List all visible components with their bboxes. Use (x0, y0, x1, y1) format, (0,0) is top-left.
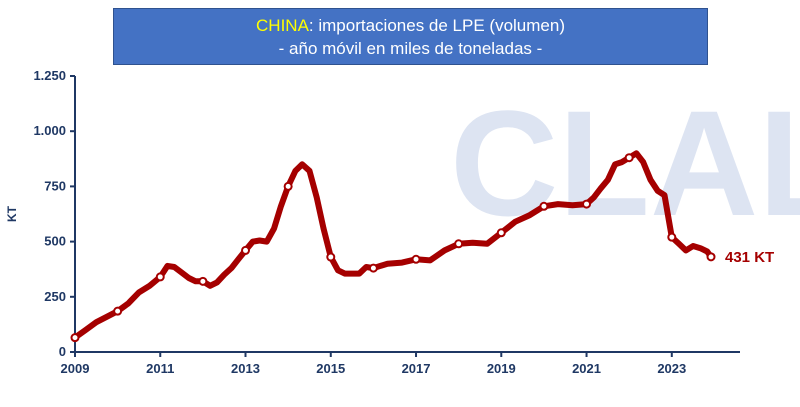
x-tick-label: 2011 (146, 361, 174, 376)
x-tick-label: 2021 (572, 361, 601, 376)
data-point (155, 272, 165, 282)
data-point (667, 232, 677, 242)
x-tick-label: 2015 (316, 361, 345, 376)
data-point (496, 228, 506, 238)
data-point (70, 333, 80, 343)
y-tick-label: 250 (44, 289, 66, 304)
end-value-label: 431 KT (725, 249, 774, 266)
x-tick-label: 2013 (231, 361, 260, 376)
title-country: CHINA (256, 15, 309, 35)
x-tick-label: 2009 (61, 361, 90, 376)
y-tick-label: 0 (59, 344, 66, 359)
y-axis-ticks: 0 250 500 750 1.000 1.250 (33, 68, 75, 359)
data-point (368, 263, 378, 273)
y-tick-label: 1.250 (33, 68, 66, 83)
data-point (283, 181, 293, 191)
chart-subtitle: - año móvil en miles de toneladas - (278, 38, 543, 58)
y-tick-label: 750 (44, 178, 66, 193)
data-point (113, 306, 123, 316)
x-tick-label: 2019 (487, 361, 516, 376)
data-point (624, 153, 634, 163)
data-point (411, 254, 421, 264)
x-tick-label: 2017 (402, 361, 431, 376)
series-group (70, 150, 716, 343)
chart-title: CHINA: importaciones de LPE (volumen) (114, 14, 707, 37)
y-tick-label: 500 (44, 234, 66, 249)
x-axis-ticks: 2009 2011 2013 2015 2017 2019 2021 2023 (61, 352, 686, 376)
y-axis-title: KT (5, 205, 19, 222)
data-point (454, 239, 464, 249)
data-point (539, 201, 549, 211)
data-point (241, 245, 251, 255)
data-point (706, 252, 716, 262)
title-text: : importaciones de LPE (volumen) (308, 15, 565, 35)
data-point (198, 276, 208, 286)
x-tick-label: 2023 (657, 361, 686, 376)
chart-title-box: CHINA: importaciones de LPE (volumen) - … (113, 8, 708, 65)
data-point (582, 199, 592, 209)
y-tick-label: 1.000 (33, 123, 66, 138)
data-point (326, 252, 336, 262)
